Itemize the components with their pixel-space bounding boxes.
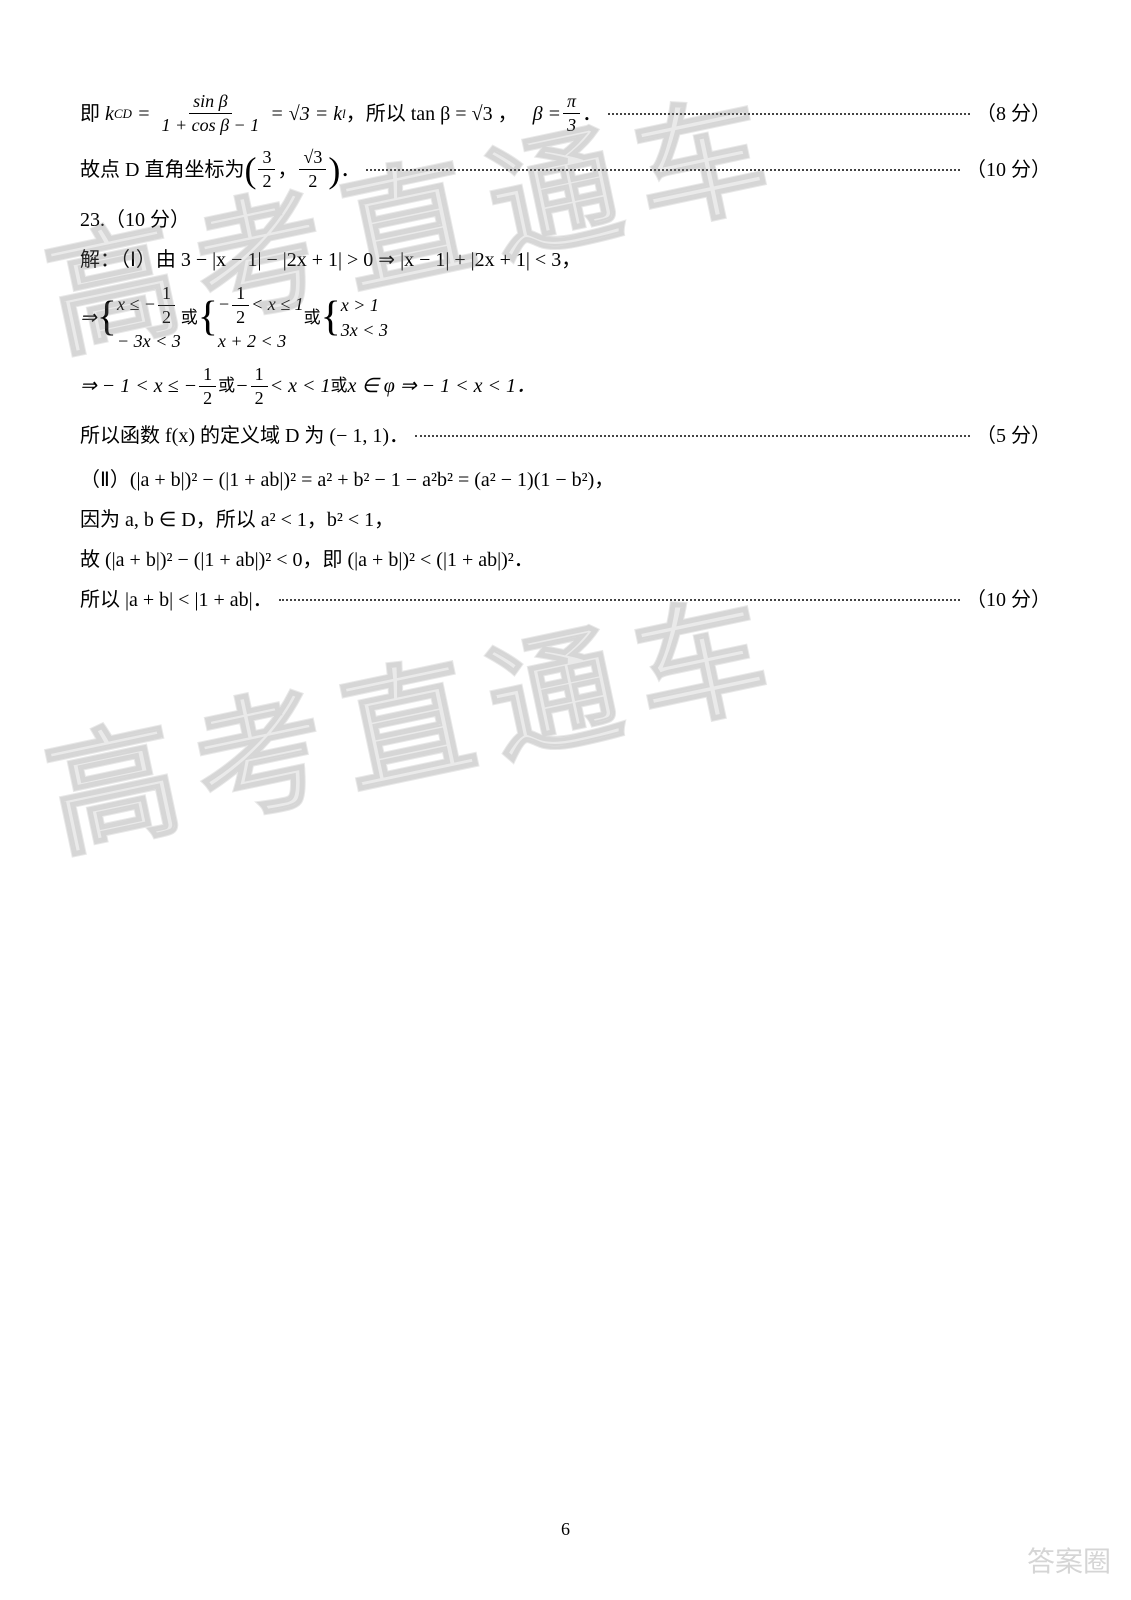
- or-1: 或: [181, 303, 198, 334]
- cases-line: ⇒ { x ≤ −12 − 3x < 3 或 { −12< x ≤ 1 x + …: [80, 282, 1051, 355]
- leader-dots: [366, 169, 960, 171]
- page-number: 6: [561, 1519, 570, 1540]
- domain-result: 所以函数 f(x) 的定义域 D 为 (− 1, 1)． （5 分）: [80, 418, 1051, 454]
- or-1: 或: [218, 371, 235, 402]
- frac-den: 1 + cos β − 1: [157, 114, 263, 137]
- text: 所以 |a + b| < |1 + ab|．: [80, 582, 273, 618]
- tail: x ∈ φ ⇒ − 1 < x < 1．: [347, 368, 536, 404]
- comma: ，: [277, 152, 297, 188]
- prefix: 即: [80, 96, 100, 132]
- problem-23: 23.（10 分）: [80, 202, 1051, 238]
- frac-num: sin β: [189, 90, 231, 114]
- frac-pi3: π 3: [563, 90, 580, 138]
- mid2: < x < 1: [270, 368, 331, 404]
- corner-stamp: 答案圈: [1027, 1540, 1111, 1580]
- part-i-start: 解：（Ⅰ）由 3 − |x − 1| − |2x + 1| > 0 ⇒ |x −…: [80, 242, 1051, 278]
- eq-sign: =: [132, 96, 156, 132]
- frac-3-2: 3 2: [258, 146, 275, 194]
- frac-half-2: 12: [251, 363, 268, 411]
- or-2: 或: [330, 371, 347, 402]
- frac-half-1: 12: [199, 363, 216, 411]
- mid: −: [235, 368, 249, 404]
- suffix: ．: [340, 152, 360, 188]
- beta-eq: β =: [518, 96, 561, 132]
- prefix: 故点 D 直角坐标为: [80, 152, 244, 188]
- leader-dots: [608, 113, 970, 115]
- k-var: k: [100, 96, 114, 132]
- score-5: （5 分）: [976, 418, 1051, 454]
- since-ab: 因为 a, b ∈ D，所以 a² < 1，b² < 1，: [80, 502, 1051, 538]
- leader-dots: [279, 599, 960, 601]
- result-intervals: ⇒ − 1 < x ≤ − 12 或 − 12 < x < 1 或 x ∈ φ …: [80, 363, 1051, 411]
- arrow: ⇒ − 1 < x ≤ −: [80, 368, 197, 404]
- k-sub: CD: [114, 102, 132, 125]
- lparen: (: [244, 152, 256, 188]
- leader-dots: [415, 435, 970, 437]
- score-8: （8 分）: [976, 96, 1051, 132]
- score-10: （10 分）: [966, 152, 1051, 188]
- case-1: { x ≤ −12 − 3x < 3: [97, 282, 181, 355]
- frac-sinb: sin β 1 + cos β − 1: [157, 90, 263, 138]
- period: ．: [582, 96, 602, 132]
- line-kcd: 即 kCD = sin β 1 + cos β − 1 = √3 = kl ，所…: [80, 90, 1051, 138]
- line-point-d: 故点 D 直角坐标为 ( 3 2 ， √3 2 ) ． （10 分）: [80, 146, 1051, 194]
- score-10b: （10 分）: [966, 582, 1051, 618]
- case-2: { −12< x ≤ 1 x + 2 < 3: [198, 282, 304, 355]
- or-2: 或: [304, 303, 321, 334]
- frac-sqrt3-2: √3 2: [299, 146, 326, 194]
- case-3: { x > 1 3x < 3: [321, 293, 388, 343]
- eq-sqrt3: = √3 = k: [265, 96, 342, 132]
- arrow: ⇒: [80, 300, 97, 336]
- rparen: ): [328, 152, 340, 188]
- final-conclusion: 所以 |a + b| < |1 + ab|． （10 分）: [80, 582, 1051, 618]
- text: 所以函数 f(x) 的定义域 D 为 (− 1, 1)．: [80, 418, 409, 454]
- therefore-sq: 故 (|a + b|)² − (|1 + ab|)² < 0，即 (|a + b…: [80, 542, 1051, 578]
- mid-text: ，所以 tan β = √3 ，: [346, 96, 518, 132]
- part-ii-expand: （Ⅱ）(|a + b|)² − (|1 + ab|)² = a² + b² − …: [80, 462, 1051, 498]
